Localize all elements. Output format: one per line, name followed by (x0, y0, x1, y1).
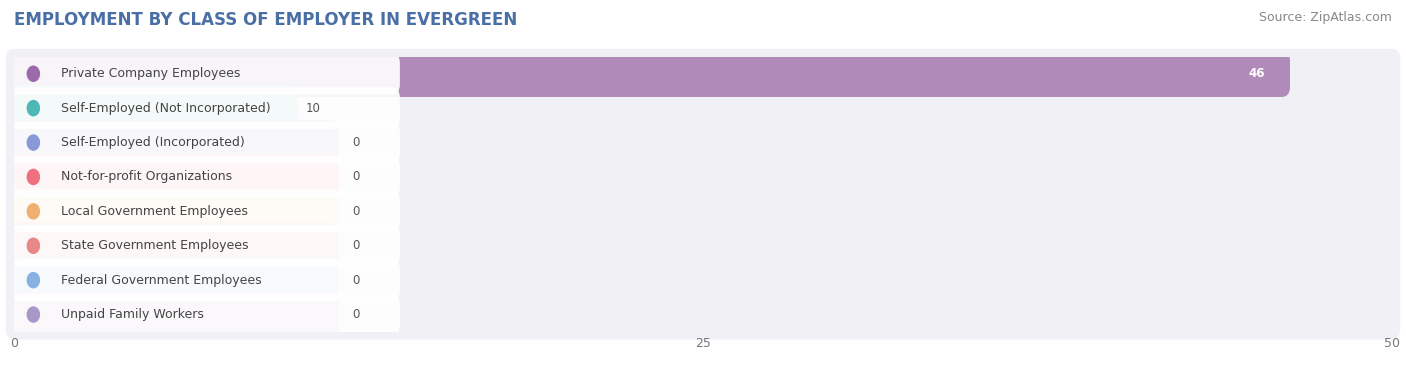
Text: EMPLOYMENT BY CLASS OF EMPLOYER IN EVERGREEN: EMPLOYMENT BY CLASS OF EMPLOYER IN EVERG… (14, 11, 517, 29)
FancyBboxPatch shape (6, 291, 339, 338)
FancyBboxPatch shape (6, 154, 339, 200)
Circle shape (27, 66, 39, 81)
FancyBboxPatch shape (11, 156, 399, 198)
FancyBboxPatch shape (11, 225, 399, 267)
Text: Source: ZipAtlas.com: Source: ZipAtlas.com (1258, 11, 1392, 24)
FancyBboxPatch shape (6, 290, 1400, 340)
Circle shape (27, 101, 39, 116)
Text: 0: 0 (353, 308, 360, 321)
FancyBboxPatch shape (11, 259, 399, 301)
Circle shape (27, 169, 39, 184)
FancyBboxPatch shape (11, 190, 399, 232)
Text: Self-Employed (Not Incorporated): Self-Employed (Not Incorporated) (60, 102, 270, 115)
Text: Local Government Employees: Local Government Employees (60, 205, 247, 218)
FancyBboxPatch shape (11, 122, 399, 163)
Text: 0: 0 (353, 136, 360, 149)
FancyBboxPatch shape (6, 85, 298, 131)
Circle shape (27, 135, 39, 150)
FancyBboxPatch shape (11, 53, 399, 95)
FancyBboxPatch shape (6, 222, 339, 269)
Text: 46: 46 (1249, 67, 1265, 80)
Text: Not-for-profit Organizations: Not-for-profit Organizations (60, 170, 232, 184)
Text: 0: 0 (353, 274, 360, 287)
Circle shape (27, 204, 39, 219)
FancyBboxPatch shape (11, 294, 399, 336)
FancyBboxPatch shape (6, 186, 1400, 236)
Circle shape (27, 273, 39, 288)
FancyBboxPatch shape (6, 51, 1289, 97)
FancyBboxPatch shape (6, 188, 339, 234)
FancyBboxPatch shape (6, 221, 1400, 271)
FancyBboxPatch shape (6, 152, 1400, 202)
Text: 0: 0 (353, 239, 360, 252)
Text: Self-Employed (Incorporated): Self-Employed (Incorporated) (60, 136, 245, 149)
Text: 0: 0 (353, 170, 360, 184)
FancyBboxPatch shape (6, 120, 339, 166)
FancyBboxPatch shape (6, 49, 1400, 99)
FancyBboxPatch shape (6, 255, 1400, 305)
FancyBboxPatch shape (6, 83, 1400, 133)
Text: Federal Government Employees: Federal Government Employees (60, 274, 262, 287)
FancyBboxPatch shape (11, 87, 399, 129)
Text: State Government Employees: State Government Employees (60, 239, 249, 252)
FancyBboxPatch shape (6, 118, 1400, 167)
Circle shape (27, 238, 39, 253)
Text: Unpaid Family Workers: Unpaid Family Workers (60, 308, 204, 321)
Text: Private Company Employees: Private Company Employees (60, 67, 240, 80)
Text: 10: 10 (307, 102, 321, 115)
Text: 0: 0 (353, 205, 360, 218)
FancyBboxPatch shape (6, 257, 339, 303)
Circle shape (27, 307, 39, 322)
